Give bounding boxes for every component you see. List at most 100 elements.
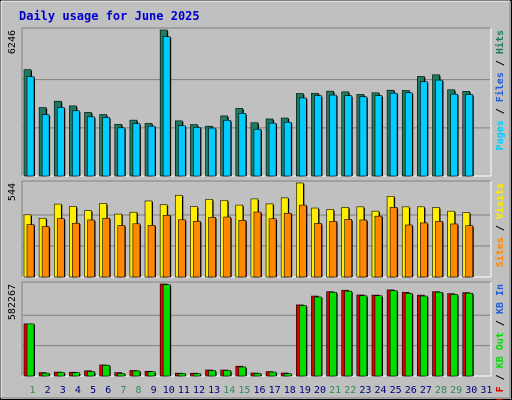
bar-sites-day-25: [389, 207, 398, 278]
x-tick-label-day-21: 21: [329, 385, 341, 396]
x-tick-label-day-27: 27: [420, 385, 432, 396]
bar-files-day-18: [283, 121, 292, 177]
bar-kb-f-day-8: [132, 370, 141, 377]
bar-files-day-22: [344, 95, 353, 177]
bar-files-day-13: [208, 127, 216, 177]
bar-files-day-17: [268, 122, 277, 177]
bar-kb-f-day-19: [299, 305, 307, 377]
legend-entry: /: [495, 102, 506, 120]
bar-files-day-9: [147, 125, 156, 177]
bar-kb-f-day-12: [193, 373, 201, 377]
bar-kb-f-day-3: [56, 372, 65, 377]
bar-kb-f-day-2: [41, 372, 50, 377]
bar-files-day-8: [132, 123, 141, 177]
x-tick-label-day-18: 18: [284, 385, 296, 396]
legend-entry: KB In: [495, 284, 506, 314]
x-tick-label-day-12: 12: [193, 385, 205, 396]
x-tick-label-day-5: 5: [90, 385, 96, 396]
legend-entry: /: [495, 219, 506, 237]
bar-kb-f-day-25: [389, 290, 398, 377]
bar-files-day-26: [404, 92, 413, 177]
x-tick-label-day-1: 1: [30, 385, 36, 396]
bar-files-day-1: [26, 76, 35, 177]
panel-max-label: 544: [7, 183, 18, 201]
bar-sites-day-1: [26, 224, 35, 278]
bar-files-day-4: [72, 110, 80, 177]
x-tick-label-day-13: 13: [208, 385, 220, 396]
panel-hits-files: 6246 Pages / Files / Hits: [7, 27, 506, 177]
bar-files-day-25: [389, 92, 398, 177]
x-tick-label-day-8: 8: [135, 385, 141, 396]
bar-kb-f-day-27: [420, 295, 428, 377]
bar-sites-day-19: [299, 204, 307, 278]
bar-kb-f-day-7: [117, 373, 126, 377]
panel-max-label: 582267: [7, 284, 18, 320]
bar-kb-f-day-17: [268, 371, 277, 377]
bar-files-day-11: [177, 125, 186, 177]
panel-legend: Pages / Files / Hits: [494, 30, 506, 150]
bar-files-day-20: [314, 95, 322, 177]
x-tick-label-day-9: 9: [151, 385, 157, 396]
legend-entry: /: [495, 368, 506, 386]
legend-entry: Pages: [495, 120, 506, 150]
bar-sites-day-29: [450, 223, 458, 278]
panel-sites-visits: 544 Sites / Visits: [7, 180, 506, 278]
bar-files-day-29: [450, 93, 458, 177]
bar-kb-f-day-10: [162, 284, 171, 377]
x-tick-label-day-30: 30: [465, 385, 477, 396]
x-tick-label-day-28: 28: [435, 385, 447, 396]
bar-sites-day-10: [162, 215, 171, 278]
bar-kb-f-day-22: [344, 290, 353, 377]
panel-legend: Sites / Visits: [494, 183, 506, 267]
bar-sites-day-11: [177, 219, 186, 278]
bar-sites-day-24: [374, 215, 383, 278]
bar-files-day-2: [41, 114, 50, 177]
bar-files-day-15: [238, 113, 247, 177]
bar-files-day-7: [117, 127, 126, 177]
legend-entry: Files: [494, 72, 506, 102]
bar-kb-f-day-28: [435, 291, 443, 377]
bar-files-day-14: [223, 120, 231, 177]
bar-sites-day-15: [238, 220, 247, 278]
bar-files-day-10: [162, 36, 171, 177]
bar-kb-f-day-30: [465, 292, 474, 377]
legend-entry: KB Out: [495, 332, 506, 368]
x-tick-label-day-17: 17: [269, 385, 281, 396]
bar-kb-f-day-24: [374, 295, 383, 377]
bar-files-day-3: [56, 107, 65, 177]
bar-sites-day-26: [404, 224, 413, 278]
bar-files-day-5: [87, 116, 95, 177]
bar-kb-f-day-11: [177, 373, 186, 377]
legend-entry: Sites: [494, 237, 506, 267]
x-tick-label-day-4: 4: [75, 385, 81, 396]
bar-files-day-16: [253, 128, 262, 177]
bar-kb-f-day-6: [102, 364, 110, 377]
bar-kb-f-day-21: [329, 291, 337, 377]
x-tick-label-day-10: 10: [163, 385, 175, 396]
bar-sites-day-7: [117, 225, 126, 278]
x-tick-label-day-15: 15: [238, 385, 250, 396]
bar-kb-f-day-29: [450, 294, 458, 377]
bar-sites-day-21: [329, 221, 337, 278]
bar-sites-day-12: [193, 221, 201, 278]
legend-entry: Hits: [494, 30, 506, 54]
bar-kb-f-day-14: [223, 370, 231, 377]
bar-kb-f-day-16: [253, 373, 262, 377]
x-tick-label-day-3: 3: [60, 385, 66, 396]
x-tick-label-day-26: 26: [405, 385, 417, 396]
x-tick-label-day-25: 25: [390, 385, 402, 396]
x-tick-label-day-31: 31: [480, 385, 492, 396]
bar-files-day-21: [329, 94, 337, 177]
bar-sites-day-13: [208, 217, 216, 278]
bar-sites-day-3: [56, 218, 65, 278]
chart-panels: 6246 Pages / Files / Hits 544 Sites / Visit…: [7, 27, 506, 400]
bar-sites-day-17: [268, 218, 277, 278]
bar-files-day-30: [465, 94, 474, 177]
bar-files-day-23: [359, 96, 368, 177]
x-tick-label-day-23: 23: [359, 385, 371, 396]
bar-files-day-27: [420, 81, 428, 177]
bar-sites-day-9: [147, 225, 156, 278]
bar-kb-f-day-1: [26, 323, 35, 377]
